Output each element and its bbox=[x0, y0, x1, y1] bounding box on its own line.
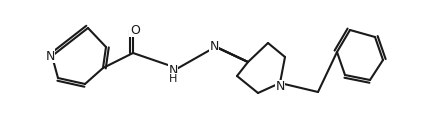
Text: H: H bbox=[169, 74, 177, 84]
Text: N: N bbox=[45, 50, 55, 62]
Text: N: N bbox=[209, 39, 219, 53]
Text: N: N bbox=[275, 81, 285, 93]
Text: N: N bbox=[168, 65, 178, 77]
Text: O: O bbox=[130, 23, 140, 37]
